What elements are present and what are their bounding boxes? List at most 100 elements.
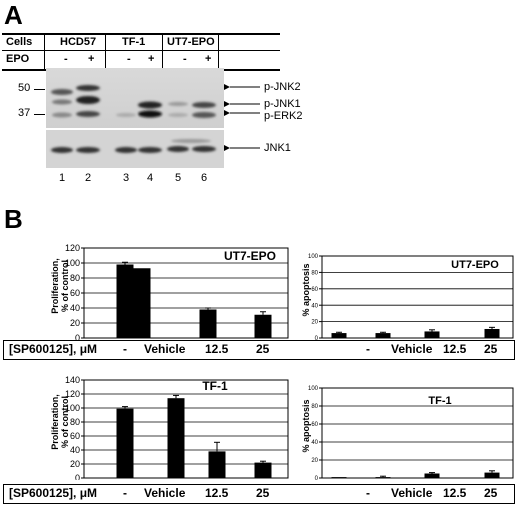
treatment-row-ut7epo: [SP600125], μM - Vehicle 12.5 25 - Vehic…	[3, 340, 515, 360]
y-tick-label: 100	[65, 403, 80, 413]
chart-apoptosis-tf1: 0 20 40 60 80 100 TF-1 % apoptosis	[301, 386, 514, 480]
y-tick-label: 40	[70, 445, 80, 455]
lane-number-4: 4	[146, 172, 154, 184]
bar	[116, 408, 134, 478]
chart-title: UT7-EPO	[224, 249, 276, 263]
bar	[331, 477, 347, 478]
y-tick-label: 20	[311, 458, 318, 464]
y-tick-label: 80	[70, 417, 80, 427]
panel-b-letter: B	[4, 204, 23, 234]
chart-title: TF-1	[202, 379, 228, 393]
mw-tick-50	[34, 89, 45, 90]
y-tick-label: 20	[311, 320, 318, 326]
y-axis-label: Proliferation,% of control	[50, 394, 70, 450]
mw-marker-50: 50	[18, 82, 31, 94]
lane-number-5: 5	[174, 172, 182, 184]
western-blot-image	[46, 68, 224, 168]
treatment-level-25: 25	[484, 486, 498, 500]
treatment-level-vehicle: Vehicle	[391, 342, 433, 356]
y-axis-label: % apoptosis	[301, 263, 311, 316]
bar	[424, 331, 440, 338]
chart-title: UT7-EPO	[451, 259, 499, 271]
treatment-level-25: 25	[256, 486, 270, 500]
cell-line-hcd57: HCD57	[60, 36, 97, 48]
y-tick-label: 80	[70, 273, 80, 283]
y-tick-label: 100	[65, 258, 80, 268]
treatment-label: [SP600125], μM	[9, 486, 98, 500]
y-tick-label: 60	[311, 422, 318, 428]
y-tick-label: 20	[70, 318, 80, 328]
bar	[167, 398, 185, 478]
treatment-level-vehicle: Vehicle	[144, 342, 186, 356]
chart-proliferation-tf1: 0 20 40 60 80 100 120 140 TF-1 Proliferation,% of…	[50, 375, 289, 480]
y-axis-label: Proliferation,% of control	[50, 258, 70, 314]
epo-state-5: -	[183, 53, 187, 65]
band-label-jnk1: JNK1	[264, 142, 291, 154]
y-tick-label: 60	[311, 287, 318, 293]
treatment-level-vehicle: Vehicle	[144, 486, 186, 500]
mw-tick-37	[34, 114, 45, 115]
blot-header-table: Cells EPO HCD57 TF-1 UT7-EPO - + - + - +	[2, 33, 280, 71]
bar	[375, 333, 391, 338]
bar	[199, 309, 217, 338]
y-tick-label: 120	[65, 389, 80, 399]
treatment-label: [SP600125], μM	[9, 342, 98, 356]
y-axis-label: % apoptosis	[301, 399, 311, 452]
band-label-p-erk2: p-ERK2	[264, 110, 303, 122]
bar	[116, 264, 134, 338]
y-tick-label: 40	[70, 303, 80, 313]
epo-state-4: +	[148, 53, 155, 65]
y-tick-label: 0	[75, 333, 80, 340]
bar	[375, 477, 391, 478]
cell-line-tf1: TF-1	[122, 36, 146, 48]
bar	[254, 314, 272, 338]
mw-marker-37: 37	[18, 107, 31, 119]
y-tick-label: 100	[308, 386, 319, 392]
epo-state-6: +	[205, 53, 212, 65]
y-tick-label: 20	[70, 459, 80, 469]
lane-number-6: 6	[200, 172, 208, 184]
bar	[331, 333, 347, 338]
treatment-level-vehicle: Vehicle	[391, 486, 433, 500]
bar	[484, 472, 500, 478]
treatment-level-25: 25	[484, 342, 498, 356]
bar	[484, 328, 500, 338]
cell-line-ut7epo: UT7-EPO	[167, 36, 215, 48]
y-tick-label: 0	[75, 473, 80, 480]
epo-state-1: -	[64, 53, 68, 65]
band-label-p-jnk1: p-JNK1	[264, 98, 301, 110]
y-tick-label: 60	[70, 431, 80, 441]
treatment-level-12-5: 12.5	[443, 342, 467, 356]
bar	[133, 268, 151, 338]
epo-label: EPO	[6, 53, 30, 65]
band-label-p-jnk2: p-JNK2	[264, 81, 301, 93]
y-tick-label: 0	[315, 336, 319, 340]
bar	[424, 473, 440, 478]
treatment-row-tf1: [SP600125], μM - Vehicle 12.5 25 - Vehic…	[3, 484, 515, 504]
y-tick-label: 40	[311, 303, 318, 309]
treatment-level-12-5: 12.5	[205, 486, 229, 500]
chart-proliferation-ut7epo: 0 20 40 60 80 100 120 UT7-EPO Proliferation,% of…	[50, 243, 289, 340]
lane-number-2: 2	[84, 172, 92, 184]
y-tick-label: 80	[311, 271, 318, 277]
plot-area	[321, 387, 514, 479]
y-tick-label: 0	[315, 476, 319, 480]
y-tick-label: 140	[65, 375, 80, 385]
band-arrows	[224, 84, 260, 151]
lane-number-1: 1	[58, 172, 66, 184]
plot-area	[321, 255, 514, 339]
epo-state-3: -	[127, 53, 131, 65]
lane-number-3: 3	[122, 172, 130, 184]
chart-apoptosis-ut7epo: 0 20 40 60 80 100 UT7-EPO % apoptosis	[301, 254, 514, 340]
panel-a-letter: A	[4, 0, 23, 30]
epo-state-2: +	[88, 53, 95, 65]
y-tick-label: 60	[70, 288, 80, 298]
treatment-level-none: -	[366, 486, 370, 500]
treatment-level-none: -	[366, 342, 370, 356]
cells-label: Cells	[6, 36, 33, 48]
treatment-level-25: 25	[256, 342, 270, 356]
chart-title: TF-1	[428, 395, 451, 407]
treatment-level-12-5: 12.5	[205, 342, 229, 356]
treatment-level-none: -	[123, 342, 127, 356]
y-tick-label: 120	[65, 243, 80, 253]
